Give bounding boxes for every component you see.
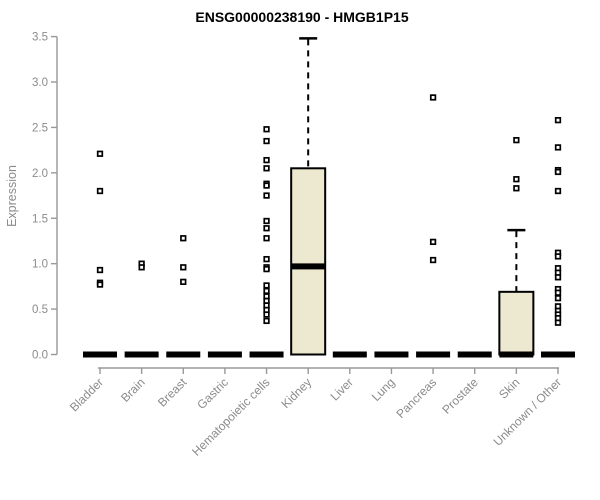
y-tick-label: 1.0: [32, 259, 48, 271]
x-tick-label-liver: Liver: [328, 375, 356, 403]
median-line: [83, 351, 117, 358]
x-tick-label-pancreas: Pancreas: [393, 375, 439, 421]
box-group-prostate: [457, 351, 492, 358]
outlier-point: [554, 253, 562, 260]
outlier-point: [263, 156, 270, 164]
median-line: [457, 351, 492, 358]
outlier-point: [263, 311, 270, 318]
box-group-kidney: [290, 37, 327, 356]
box-group-liver: [332, 351, 367, 358]
box-rect: [290, 167, 327, 356]
outlier-point: [554, 187, 562, 195]
x-tick-label-lung: Lung: [369, 375, 398, 404]
plot-area: 0.0 0.5 1.0 1.5 2.0 2.5 3.0 3.5 Bladder Brain Brea…: [32, 32, 575, 459]
x-tick-label-skin: Skin: [496, 375, 522, 401]
outlier-point: [554, 295, 562, 302]
outlier-point: [554, 144, 562, 151]
outlier-point: [138, 264, 145, 271]
x-tick-label-breast: Breast: [155, 375, 190, 410]
median-line: [166, 351, 201, 358]
outlier-point: [263, 182, 270, 189]
outlier-point: [96, 150, 104, 157]
box-group-lung: [374, 351, 409, 358]
outlier-point: [554, 319, 562, 326]
outlier-point: [554, 117, 562, 124]
x-tick-label-brain: Brain: [118, 375, 148, 405]
outlier-point: [263, 126, 270, 133]
outlier-point: [180, 264, 187, 271]
box-group-pancreas: [416, 94, 451, 358]
median-line: [540, 351, 575, 358]
outlier-point: [554, 274, 562, 281]
outlier-point: [96, 281, 104, 288]
median-line: [124, 351, 159, 358]
x-tick-label-bladder: Bladder: [67, 375, 106, 414]
outlier-point: [513, 176, 520, 183]
y-tick-label: 1.5: [32, 213, 48, 225]
box-group-unknown-other: [540, 117, 575, 358]
outlier-point: [263, 217, 270, 225]
outlier-point: [513, 185, 520, 192]
median-line: [291, 263, 326, 270]
y-tick-label: 0.0: [32, 350, 48, 362]
outlier-point: [263, 265, 270, 273]
median-line: [416, 351, 451, 358]
outlier-point: [180, 235, 187, 242]
y-tick-label: 0.5: [32, 304, 48, 316]
box-group-skin: [498, 136, 535, 358]
x-tick-label-prostate: Prostate: [439, 375, 481, 417]
outlier-point: [429, 94, 437, 101]
outlier-point: [263, 192, 270, 199]
outlier-point: [96, 266, 104, 274]
box-group-gastric: [207, 351, 242, 358]
chart-title: ENSG00000238190 - HMGB1P15: [195, 9, 408, 25]
outlier-point: [263, 317, 270, 325]
outlier-point: [263, 235, 270, 242]
box-group-brain: [124, 260, 159, 358]
box-group-breast: [166, 235, 201, 358]
y-axis-title: Expression: [5, 165, 19, 227]
outlier-point: [263, 255, 270, 263]
box-group-hematopoietic-cells: [249, 126, 284, 358]
outlier-point: [96, 187, 104, 195]
x-tick-label-kidney: Kidney: [278, 375, 314, 411]
median-line: [332, 351, 367, 358]
y-tick-label: 3.5: [32, 32, 48, 44]
outlier-point: [180, 278, 187, 285]
outlier-point: [263, 137, 270, 145]
x-tick-label-hematopoietic-cells: Hematopoietic cells: [189, 375, 272, 458]
outlier-point: [513, 136, 520, 144]
median-line: [499, 351, 534, 358]
outlier-point: [429, 238, 437, 246]
median-line: [207, 351, 242, 358]
outlier-point: [554, 168, 562, 176]
box-group-bladder: [83, 150, 117, 358]
outlier-point: [429, 256, 437, 264]
outlier-point: [263, 282, 270, 289]
x-tick-label-gastric: Gastric: [194, 375, 231, 412]
y-tick-label: 2.5: [32, 122, 48, 134]
box-rect: [498, 290, 535, 356]
outlier-point: [554, 289, 562, 296]
y-tick-label: 3.0: [32, 77, 48, 89]
median-line: [249, 351, 284, 358]
outlier-point: [263, 165, 270, 172]
y-tick-label: 2.0: [32, 168, 48, 180]
median-line: [374, 351, 409, 358]
outlier-point: [263, 287, 270, 295]
outlier-point: [263, 225, 270, 232]
